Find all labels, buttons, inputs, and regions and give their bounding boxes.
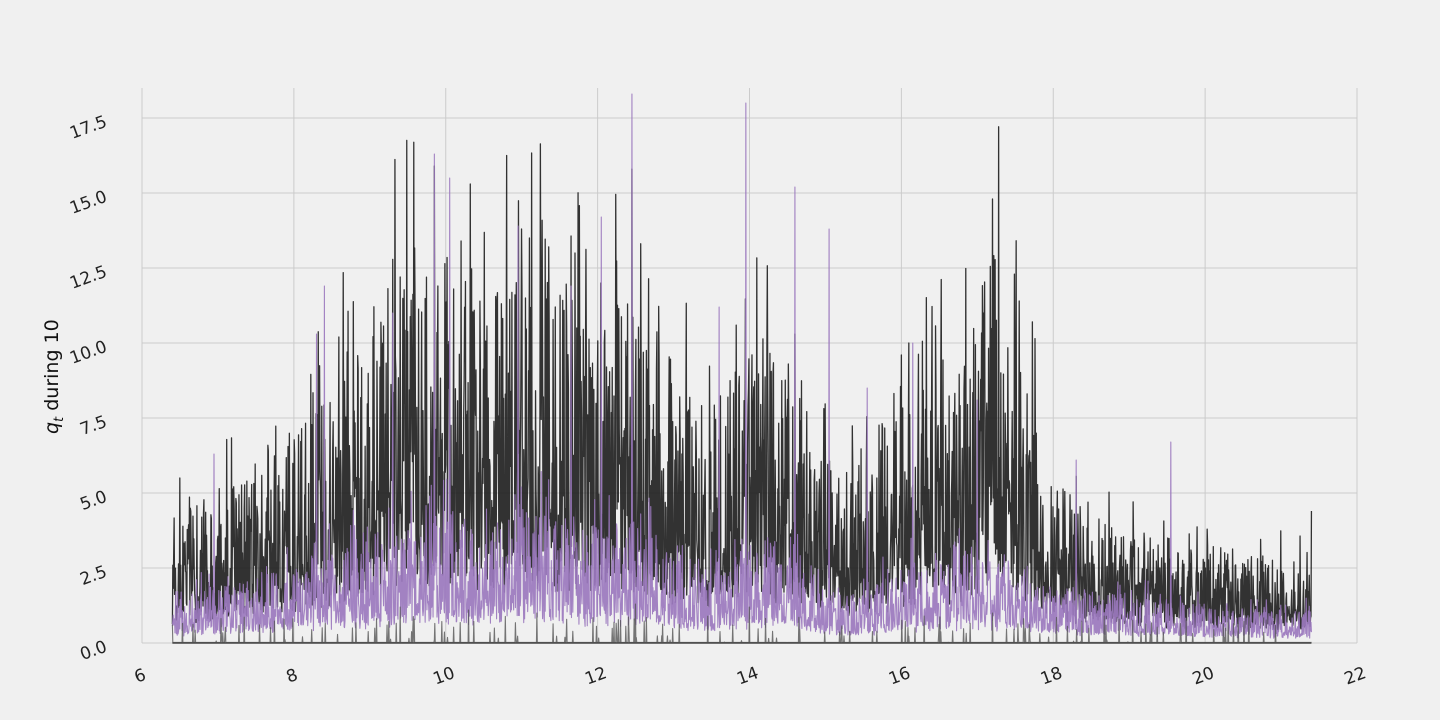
x-tick-label: 18: [1038, 663, 1065, 689]
x-tick-label: 12: [582, 663, 609, 689]
y-tick-label: 0.0: [77, 637, 109, 665]
y-axis-title-symbol: q: [41, 422, 63, 434]
x-tick-label: 22: [1342, 663, 1369, 689]
y-tick-label: 10.0: [67, 337, 109, 369]
series-line-2: [171, 93, 1312, 639]
y-tick-label: 5.0: [77, 487, 109, 515]
y-axis-ticks: 0.0 2.5 5.0 7.5 10.0 12.5 15.0 17.5: [67, 112, 109, 665]
y-axis-title-text: during 10: [41, 319, 63, 417]
x-tick-label: 8: [284, 665, 301, 687]
y-tick-label: 7.5: [77, 412, 109, 440]
x-tick-label: 6: [132, 665, 149, 687]
y-tick-label: 12.5: [67, 262, 109, 294]
x-tick-label: 14: [734, 663, 761, 689]
y-tick-label: 17.5: [67, 112, 109, 144]
x-axis-ticks: 6 8 10 12 14 16 18 20 22: [132, 663, 1369, 689]
y-axis-title: qt during 10: [41, 319, 67, 434]
x-tick-label: 20: [1190, 663, 1217, 689]
y-tick-label: 15.0: [67, 187, 109, 219]
y-axis-title-subscript: t: [52, 416, 67, 422]
x-tick-label: 10: [430, 663, 457, 689]
y-tick-label: 2.5: [77, 562, 109, 590]
series-layer: [171, 93, 1313, 644]
x-tick-label: 16: [886, 663, 913, 689]
